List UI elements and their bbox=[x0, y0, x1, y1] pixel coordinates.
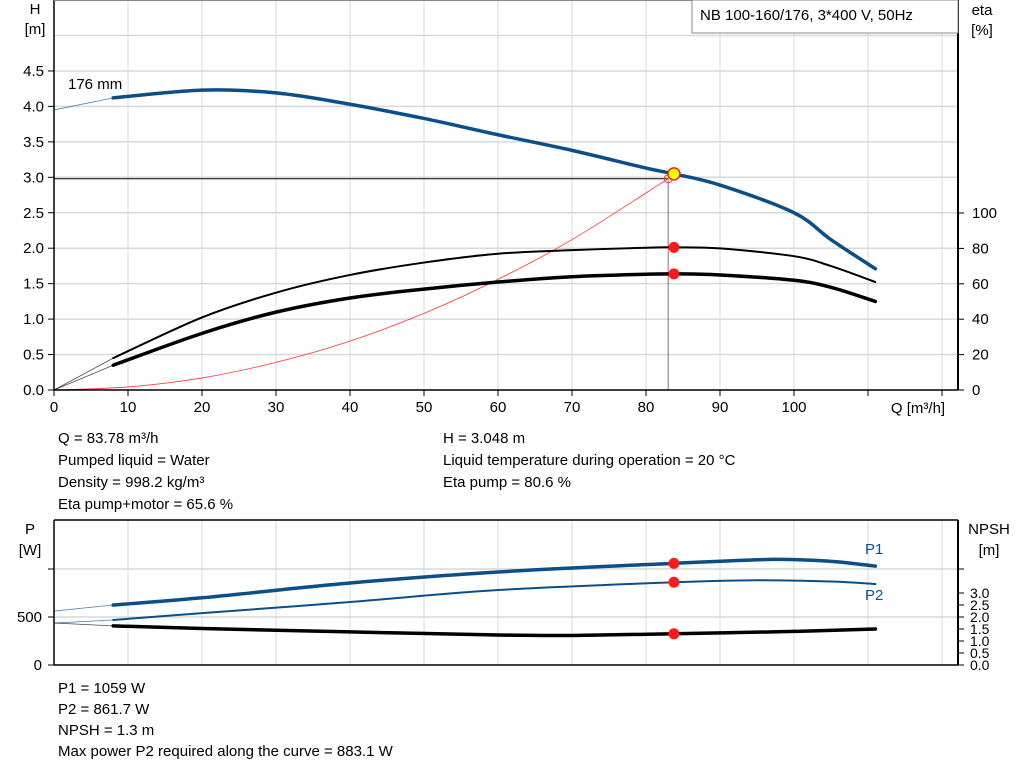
chart-title: NB 100-160/176, 3*400 V, 50Hz bbox=[700, 7, 913, 24]
results-top-right: H = 3.048 m Liquid temperature during op… bbox=[443, 428, 735, 494]
eta-tick-label: 20 bbox=[972, 347, 989, 364]
result-npsh: NPSH = 1.3 m bbox=[58, 722, 155, 739]
result-max-p2: Max power P2 required along the curve = … bbox=[58, 743, 393, 760]
p1-series-label: P1 bbox=[865, 541, 883, 558]
x-tick-label: 60 bbox=[490, 399, 507, 416]
h-tick-label: 4.0 bbox=[23, 98, 44, 115]
p1-marker bbox=[668, 557, 680, 569]
h-tick-label: 4.5 bbox=[23, 63, 44, 80]
p-axis-label-name: P bbox=[25, 521, 35, 538]
result-temperature: Liquid temperature during operation = 20… bbox=[443, 452, 736, 469]
h-tick-label: 1.5 bbox=[23, 276, 44, 293]
result-liquid: Pumped liquid = Water bbox=[58, 452, 210, 469]
eta-tick-label: 100 bbox=[972, 205, 997, 222]
eta-pump-extrapolated bbox=[53, 357, 114, 391]
bottom-grid bbox=[54, 520, 958, 665]
npsh-curve bbox=[111, 624, 878, 638]
eta-pump-curve bbox=[112, 246, 877, 360]
h-tick-label: 3.5 bbox=[23, 134, 44, 151]
p2-curve bbox=[112, 579, 877, 621]
x-tick-label: 90 bbox=[712, 399, 729, 416]
npsh-axis-label-unit: [m] bbox=[979, 542, 1000, 559]
p2-series-label: P2 bbox=[865, 587, 883, 604]
x-tick-label: 10 bbox=[120, 399, 137, 416]
h-tick-label: 2.5 bbox=[23, 205, 44, 222]
y-right-label-name: eta bbox=[972, 2, 994, 19]
x-axis-label: Q [m³/h] bbox=[891, 400, 945, 417]
eta-tick-label: 0 bbox=[972, 382, 980, 399]
npsh-axis-label-name: NPSH bbox=[968, 521, 1010, 538]
head-extrapolated bbox=[53, 97, 114, 111]
eta-pump-motor-extrapolated bbox=[53, 364, 114, 391]
top-grid bbox=[54, 0, 958, 390]
eta-pump-marker bbox=[668, 241, 680, 253]
npsh-tick-label: 0.0 bbox=[970, 657, 990, 673]
npsh-tick-label: 2.0 bbox=[970, 609, 990, 625]
npsh-tick-label: 0.5 bbox=[970, 645, 990, 661]
axes bbox=[48, 0, 964, 666]
x-tick-label: 20 bbox=[194, 399, 211, 416]
eta-tick-label: 80 bbox=[972, 240, 989, 257]
eta-pump-motor-curve bbox=[111, 272, 878, 367]
h-tick-label: 1.0 bbox=[23, 311, 44, 328]
npsh-tick-label: 1.0 bbox=[970, 633, 990, 649]
results-bottom: P1 = 1059 W P2 = 861.7 W NPSH = 1.3 m Ma… bbox=[58, 678, 393, 762]
h-tick-label: 3.0 bbox=[23, 169, 44, 186]
result-p1: P1 = 1059 W bbox=[58, 680, 146, 697]
p1-extrapolated bbox=[53, 604, 114, 612]
p1-curve bbox=[111, 557, 878, 607]
result-eta-pump-motor: Eta pump+motor = 65.6 % bbox=[58, 496, 234, 513]
results-top-left: Q = 83.78 m³/h Pumped liquid = Water Den… bbox=[58, 428, 233, 516]
y-left-label-unit: [m] bbox=[25, 21, 46, 38]
impeller-diameter-label: 176 mm bbox=[68, 76, 122, 93]
x-tick-label: 50 bbox=[416, 399, 433, 416]
x-tick-label: 40 bbox=[342, 399, 359, 416]
x-tick-label: 0 bbox=[50, 399, 58, 416]
h-tick-label: 2.0 bbox=[23, 240, 44, 257]
result-head: H = 3.048 m bbox=[443, 430, 526, 447]
p-axis-label-unit: [W] bbox=[19, 542, 42, 559]
x-tick-label: 70 bbox=[564, 399, 581, 416]
npsh-tick-label: 2.5 bbox=[970, 597, 990, 613]
result-eta-pump: Eta pump = 80.6 % bbox=[443, 474, 571, 491]
result-flow: Q = 83.78 m³/h bbox=[58, 430, 159, 447]
x-tick-label: 100 bbox=[781, 399, 806, 416]
npsh-tick-label: 3.0 bbox=[970, 585, 990, 601]
eta-tick-label: 40 bbox=[972, 311, 989, 328]
y-left-label-name: H bbox=[30, 1, 41, 18]
p2-marker bbox=[668, 576, 680, 588]
labels: 0 10 20 30 40 50 60 70 80 90 1000.00.51.01.52.02.5… bbox=[17, 63, 997, 674]
curves bbox=[53, 88, 878, 640]
h-tick-label: 0.5 bbox=[23, 347, 44, 364]
x-tick-label: 30 bbox=[268, 399, 285, 416]
npsh-extrapolated bbox=[53, 622, 114, 627]
p-tick-label: 500 bbox=[17, 609, 42, 626]
x-tick-label: 80 bbox=[638, 399, 655, 416]
system-curve bbox=[53, 178, 669, 391]
p-tick-label: 0 bbox=[34, 657, 42, 674]
head-curve bbox=[111, 88, 878, 271]
result-p2: P2 = 861.7 W bbox=[58, 701, 150, 718]
eta-pump-motor-marker bbox=[668, 268, 680, 280]
p2-extrapolated bbox=[53, 619, 114, 624]
npsh-marker bbox=[668, 628, 680, 640]
npsh-tick-label: 1.5 bbox=[970, 621, 990, 637]
eta-tick-label: 60 bbox=[972, 276, 989, 293]
operating-point-marker bbox=[667, 167, 681, 181]
y-right-label-unit: [%] bbox=[971, 22, 993, 39]
result-density: Density = 998.2 kg/m³ bbox=[58, 474, 205, 491]
title-box bbox=[691, 0, 959, 34]
h-tick-label: 0.0 bbox=[23, 382, 44, 399]
